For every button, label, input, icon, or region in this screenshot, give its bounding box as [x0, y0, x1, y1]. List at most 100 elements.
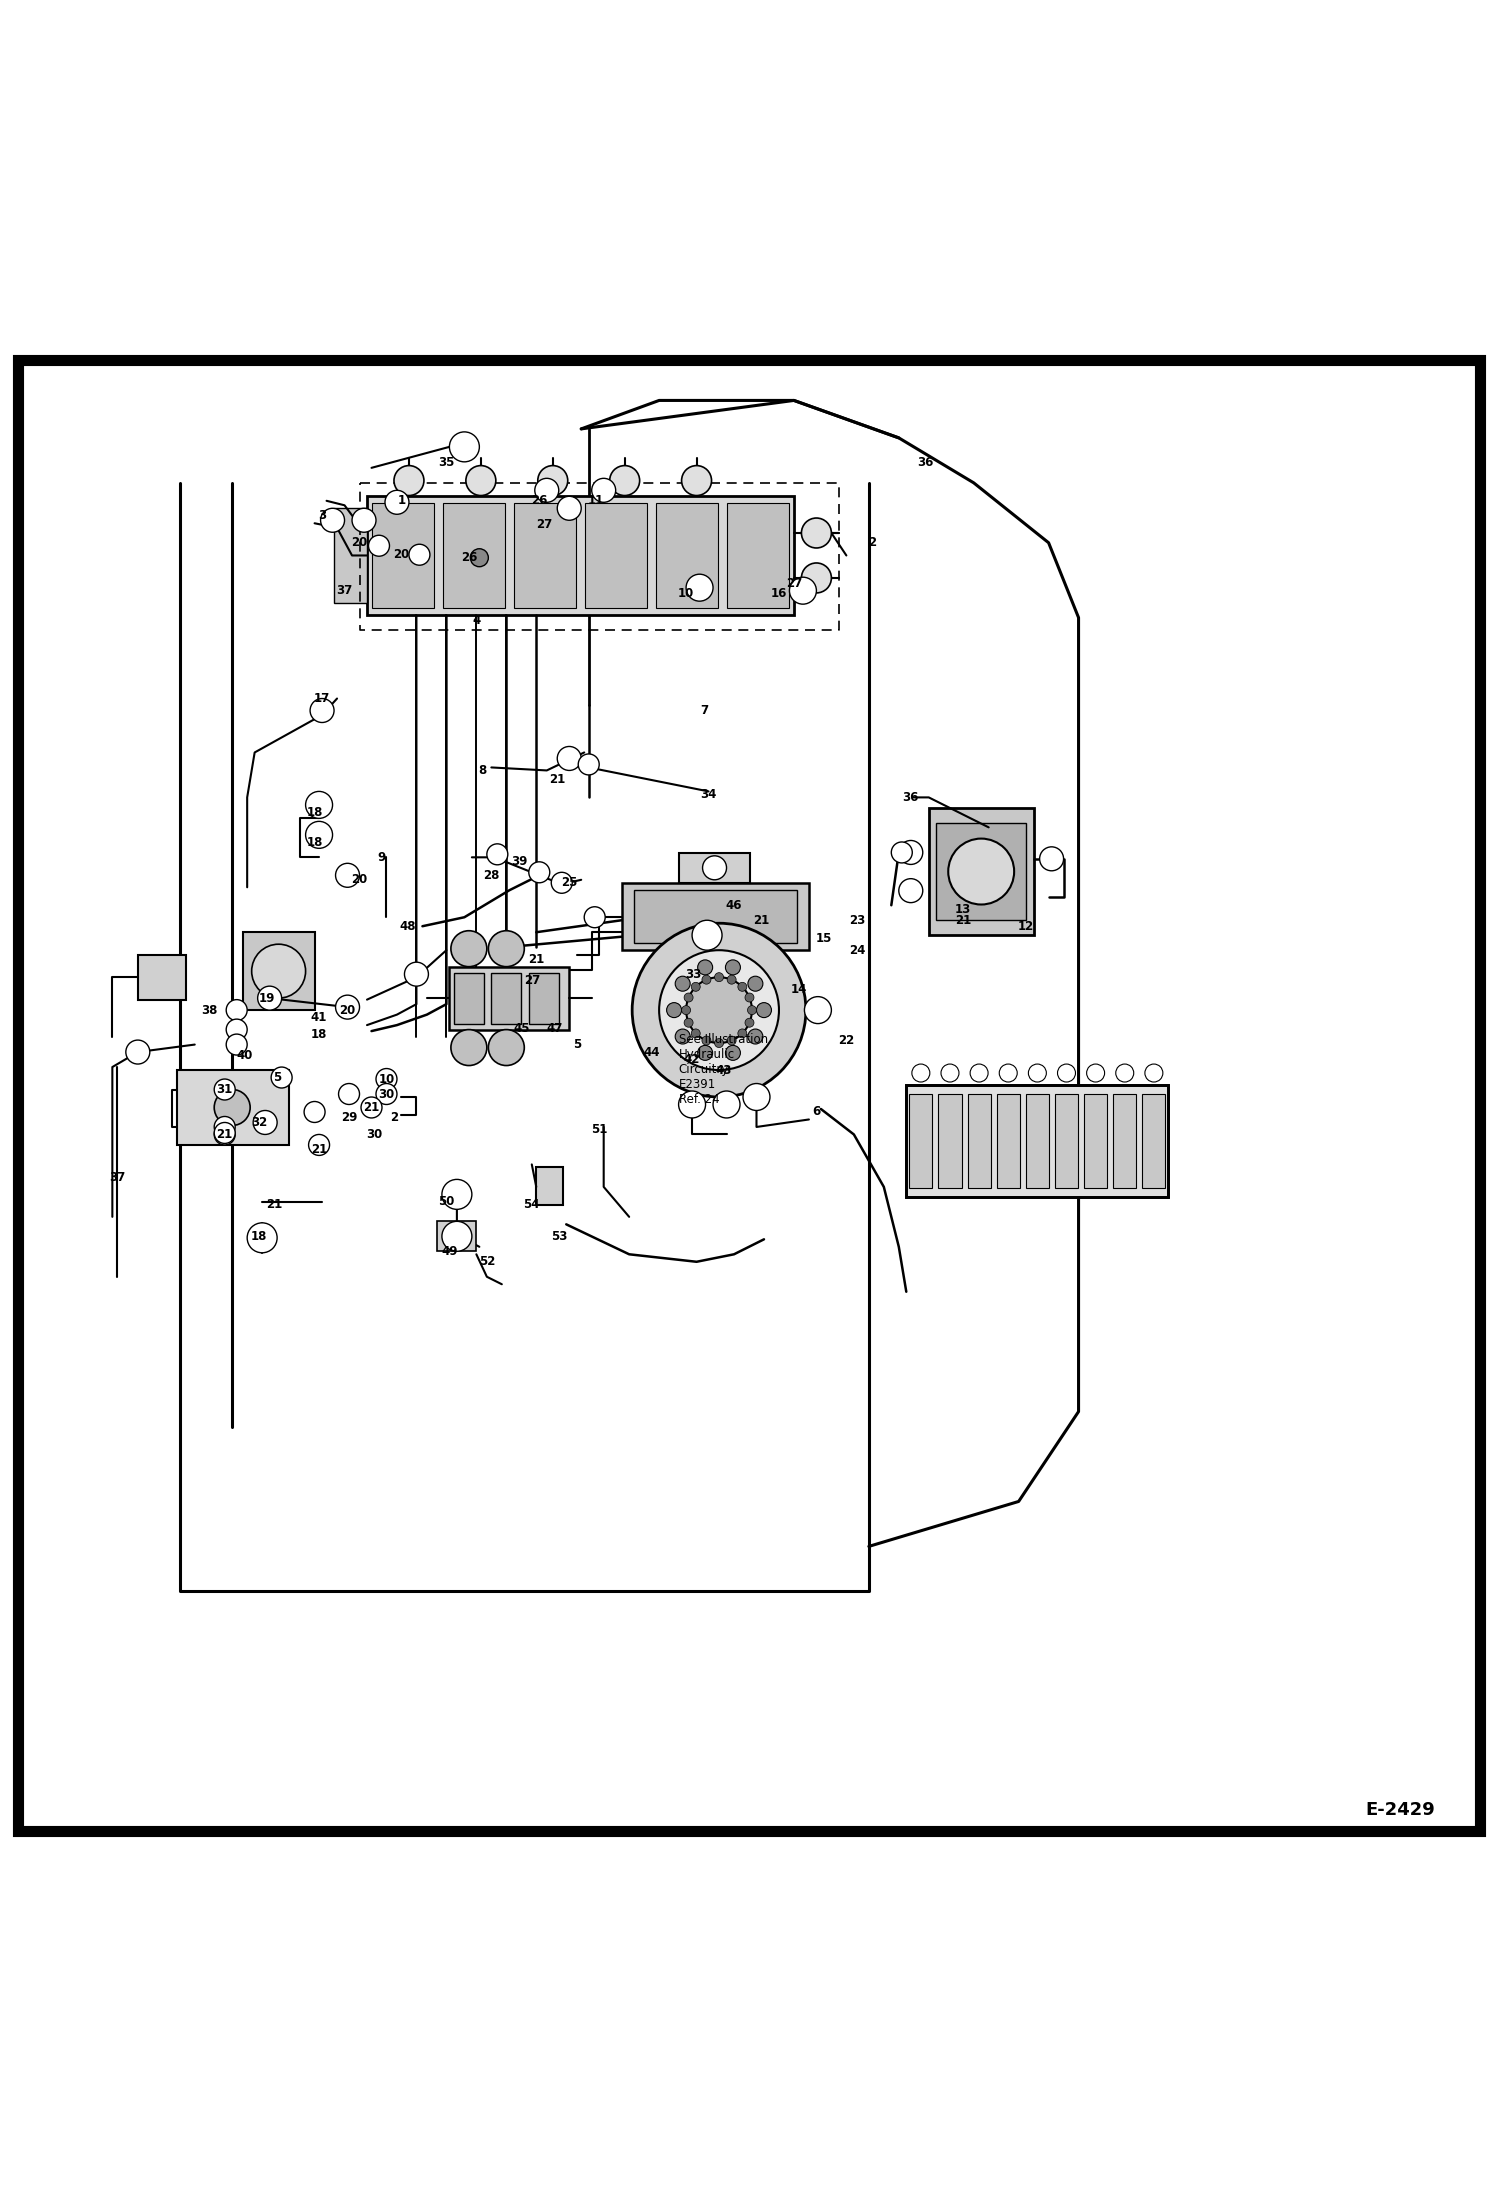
Text: 3: 3 [318, 509, 327, 522]
Text: See Illustration
Hydraulic
Circuitry
E2391
Ref. 24: See Illustration Hydraulic Circuitry E23… [679, 1033, 767, 1106]
Text: 21: 21 [267, 1198, 282, 1211]
Text: 50: 50 [439, 1196, 454, 1209]
Circle shape [1116, 1064, 1134, 1082]
Text: 47: 47 [547, 1022, 562, 1036]
Text: 5: 5 [273, 1071, 282, 1084]
Circle shape [739, 1029, 748, 1038]
Circle shape [715, 1038, 724, 1047]
Circle shape [252, 943, 306, 998]
Circle shape [789, 577, 816, 603]
Text: 40: 40 [237, 1049, 252, 1062]
Circle shape [1040, 847, 1064, 871]
Bar [1026, 1095, 1049, 1189]
Text: 22: 22 [839, 1033, 854, 1047]
Text: 43: 43 [716, 1064, 731, 1077]
Text: 46: 46 [725, 900, 743, 913]
Circle shape [685, 1018, 694, 1027]
Circle shape [698, 961, 713, 974]
Circle shape [226, 1000, 247, 1020]
Text: 4: 4 [472, 614, 481, 627]
Circle shape [682, 1005, 691, 1014]
Text: 42: 42 [685, 1053, 700, 1066]
Circle shape [676, 976, 691, 992]
Circle shape [336, 996, 360, 1018]
Bar [449, 968, 569, 1029]
Text: 45: 45 [512, 1022, 530, 1036]
Circle shape [703, 974, 712, 985]
Circle shape [941, 1064, 959, 1082]
Text: 49: 49 [440, 1244, 458, 1257]
Circle shape [891, 842, 912, 862]
Circle shape [214, 1123, 235, 1143]
Circle shape [899, 878, 923, 902]
Bar [514, 502, 575, 608]
Circle shape [686, 575, 713, 601]
Text: 10: 10 [379, 1073, 394, 1086]
Bar [906, 1086, 1168, 1198]
Bar [491, 972, 521, 1025]
Circle shape [682, 465, 712, 496]
Bar [929, 807, 1034, 935]
Circle shape [971, 1064, 989, 1082]
Text: 21: 21 [364, 1101, 379, 1115]
Text: 16: 16 [771, 588, 786, 601]
Circle shape [691, 983, 700, 992]
Circle shape [226, 1033, 247, 1055]
Text: 53: 53 [551, 1231, 566, 1242]
Text: 12: 12 [1019, 919, 1034, 932]
Bar [243, 932, 315, 1009]
Circle shape [529, 862, 550, 882]
Circle shape [691, 1029, 700, 1038]
Text: 32: 32 [252, 1117, 267, 1130]
Text: 14: 14 [791, 983, 806, 996]
Circle shape [551, 873, 572, 893]
Circle shape [214, 1123, 235, 1145]
Circle shape [271, 1066, 292, 1088]
Text: 38: 38 [202, 1003, 217, 1016]
Circle shape [336, 862, 360, 886]
Circle shape [321, 509, 345, 533]
Text: 44: 44 [643, 1047, 661, 1058]
Text: 2: 2 [867, 535, 876, 548]
Circle shape [487, 845, 508, 864]
Text: 39: 39 [512, 856, 527, 869]
Bar [622, 882, 809, 950]
Circle shape [632, 924, 806, 1097]
Circle shape [126, 1040, 150, 1064]
Circle shape [376, 1084, 397, 1104]
Bar [529, 972, 559, 1025]
Bar [968, 1095, 990, 1189]
Circle shape [385, 489, 409, 513]
Text: 21: 21 [217, 1128, 232, 1141]
Text: 21: 21 [529, 952, 544, 965]
Bar [367, 496, 794, 614]
Bar [938, 1095, 962, 1189]
Circle shape [557, 496, 581, 520]
Bar [443, 502, 505, 608]
Text: 18: 18 [307, 836, 322, 849]
Text: 24: 24 [849, 943, 864, 957]
Text: 21: 21 [550, 772, 565, 785]
Circle shape [756, 1003, 771, 1018]
Text: 18: 18 [307, 805, 322, 818]
Text: 23: 23 [849, 913, 864, 926]
Text: 48: 48 [398, 919, 416, 932]
Circle shape [442, 1222, 472, 1251]
Text: 18: 18 [252, 1231, 267, 1242]
Text: 20: 20 [340, 1003, 355, 1016]
Bar [584, 502, 647, 608]
Circle shape [698, 1044, 713, 1060]
Circle shape [610, 465, 640, 496]
Bar [936, 823, 1026, 919]
Circle shape [584, 906, 605, 928]
Circle shape [748, 1029, 762, 1044]
Bar [437, 1222, 476, 1251]
Bar [138, 954, 186, 1000]
Circle shape [659, 950, 779, 1071]
Bar [454, 972, 484, 1025]
Text: 5: 5 [572, 1038, 581, 1051]
Text: 26: 26 [461, 551, 476, 564]
Circle shape [535, 478, 559, 502]
Bar [1113, 1095, 1137, 1189]
Circle shape [488, 1029, 524, 1066]
